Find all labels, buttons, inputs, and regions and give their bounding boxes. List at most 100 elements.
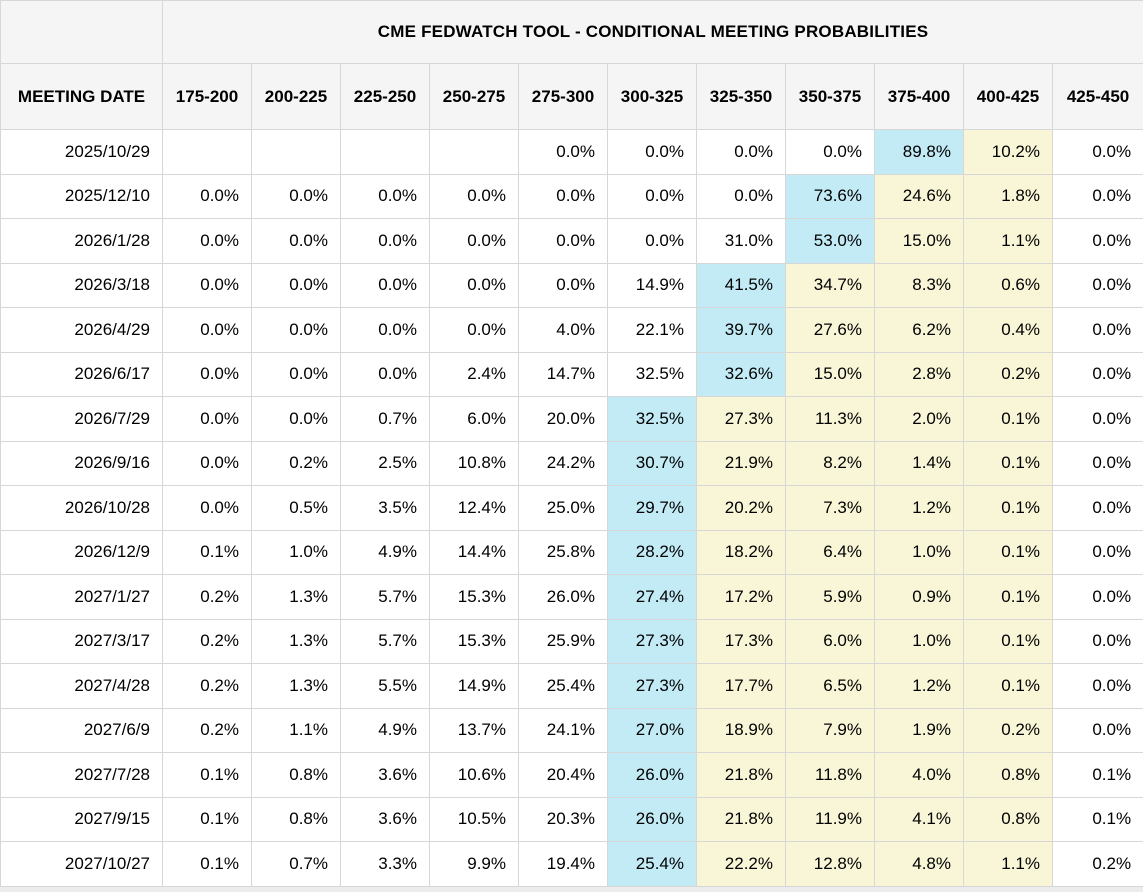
probability-cell: 0.0% [340,307,430,353]
probability-cell: 0.0% [1051,440,1143,486]
probability-cell: 6.2% [874,307,964,353]
rate-range-header: 175-200 [162,63,252,130]
probability-cell: 41.5% [696,262,786,308]
rate-range-header: 275-300 [518,63,608,130]
probability-cell: 0.0% [251,173,341,219]
meeting-date-cell: 2027/3/17 [0,618,163,664]
probability-cell: 32.6% [696,351,786,397]
meeting-date-cell: 2026/6/17 [0,351,163,397]
table-row: 2027/7/28 0.1% 0.8% 3.6% 10.6% 20.4% 26.0% 21.8… [0,752,1143,798]
probability-cell: 0.0% [518,262,608,308]
probability-cell: 0.0% [251,307,341,353]
probability-cell: 0.0% [1051,262,1143,308]
meeting-date-cell: 2027/6/9 [0,707,163,753]
probability-cell: 0.2% [162,618,252,664]
probability-cell: 73.6% [785,173,875,219]
probability-cell: 1.1% [963,841,1053,887]
probability-cell: 0.1% [963,440,1053,486]
probability-cell: 4.9% [340,707,430,753]
meeting-date-cell: 2027/1/27 [0,574,163,620]
probability-cell: 25.4% [607,841,697,887]
probability-cell: 4.1% [874,796,964,842]
probability-cell: 2.8% [874,351,964,397]
probability-cell [162,129,252,175]
table-row: 2027/9/15 0.1% 0.8% 3.6% 10.5% 20.3% 26.0% 21.8… [0,796,1143,842]
table-row: 2026/3/18 0.0% 0.0% 0.0% 0.0% 0.0% 14.9% 41.5% 3… [0,262,1143,308]
meeting-date-cell: 2027/10/27 [0,841,163,887]
probability-cell: 0.1% [963,529,1053,575]
probability-cell [251,129,341,175]
probability-cell: 0.1% [963,396,1053,442]
meeting-date-cell: 2026/9/16 [0,440,163,486]
probability-cell: 12.4% [429,485,519,531]
table-row: 2026/10/28 0.0% 0.5% 3.5% 12.4% 25.0% 29.7% 20.… [0,485,1143,531]
probability-cell: 0.1% [963,618,1053,664]
probability-cell: 2.4% [429,351,519,397]
probability-cell: 0.8% [251,796,341,842]
probability-cell: 4.0% [518,307,608,353]
probability-cell: 39.7% [696,307,786,353]
probability-cell: 0.5% [251,485,341,531]
probability-cell: 27.4% [607,574,697,620]
probability-cell: 0.0% [518,218,608,264]
probability-cell: 24.6% [874,173,964,219]
probability-cell [429,129,519,175]
probability-cell: 27.3% [696,396,786,442]
probability-cell: 26.0% [607,796,697,842]
probability-cell: 32.5% [607,396,697,442]
probability-cell: 3.6% [340,796,430,842]
probability-cell: 0.0% [1051,485,1143,531]
probability-cell: 0.0% [251,262,341,308]
probability-cell: 0.0% [607,173,697,219]
probability-cell: 0.2% [162,574,252,620]
probability-cell: 25.8% [518,529,608,575]
probability-cell: 3.5% [340,485,430,531]
probability-cell: 4.0% [874,752,964,798]
rate-range-header: 400-425 [963,63,1053,130]
meeting-date-cell: 2025/10/29 [0,129,163,175]
probability-cell: 3.3% [340,841,430,887]
probability-cell: 0.9% [874,574,964,620]
probability-cell: 19.4% [518,841,608,887]
probability-cell: 25.0% [518,485,608,531]
probability-cell: 1.4% [874,440,964,486]
probability-cell: 0.0% [1051,351,1143,397]
probability-cell: 6.0% [785,618,875,664]
probability-cell: 0.2% [963,351,1053,397]
probability-cell: 27.6% [785,307,875,353]
probability-cell: 0.0% [696,173,786,219]
probability-cell: 0.0% [429,307,519,353]
probability-cell: 1.1% [251,707,341,753]
probability-cell: 6.0% [429,396,519,442]
rate-range-header: 250-275 [429,63,519,130]
probability-cell: 0.0% [251,396,341,442]
probability-cell: 10.2% [963,129,1053,175]
probability-cell: 0.2% [162,663,252,709]
probability-cell: 0.0% [1051,663,1143,709]
probability-cell: 0.0% [1051,574,1143,620]
probability-cell: 20.4% [518,752,608,798]
probability-cell: 0.0% [162,218,252,264]
page-title: CME FEDWATCH TOOL - CONDITIONAL MEETING … [161,0,1143,64]
probability-cell: 0.2% [1051,841,1143,887]
probability-cell: 0.0% [340,351,430,397]
probability-cell: 1.0% [874,529,964,575]
table-row: 2027/6/9 0.2% 1.1% 4.9% 13.7% 24.1% 27.0% 18.9%… [0,707,1143,753]
meeting-date-cell: 2026/12/9 [0,529,163,575]
table-row: 2027/3/17 0.2% 1.3% 5.7% 15.3% 25.9% 27.3% 17.3… [0,618,1143,664]
probability-cell: 13.7% [429,707,519,753]
table-row: 2025/12/10 0.0% 0.0% 0.0% 0.0% 0.0% 0.0% 0.0% 73… [0,173,1143,219]
probability-cell: 22.1% [607,307,697,353]
rate-range-header: 375-400 [874,63,964,130]
table-row: 2026/1/28 0.0% 0.0% 0.0% 0.0% 0.0% 0.0% 31.0% 53… [0,218,1143,264]
meeting-date-cell: 2027/9/15 [0,796,163,842]
probability-cell: 0.0% [340,262,430,308]
probability-cell: 0.0% [518,129,608,175]
probability-cell: 1.2% [874,485,964,531]
probability-cell: 1.3% [251,618,341,664]
header-row: MEETING DATE 175-200 200-225 225-250 250-27… [0,63,1143,130]
probability-cell: 0.0% [429,173,519,219]
probability-cell: 1.2% [874,663,964,709]
rate-range-header: 325-350 [696,63,786,130]
table-row: 2026/9/16 0.0% 0.2% 2.5% 10.8% 24.2% 30.7% 21.9… [0,440,1143,486]
